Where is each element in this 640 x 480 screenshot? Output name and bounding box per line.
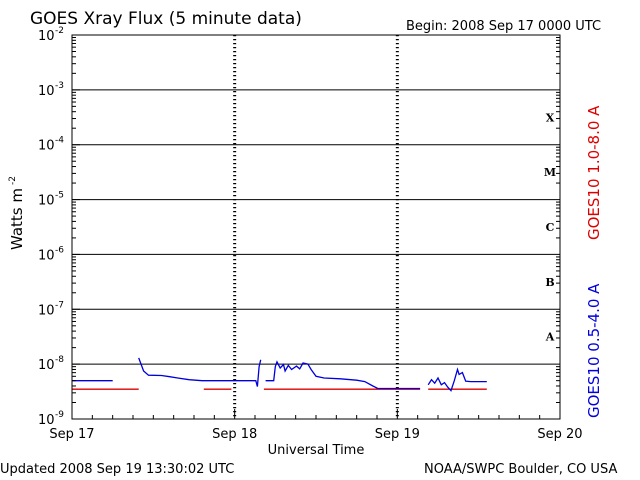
y-tick-base: 10 bbox=[38, 194, 55, 209]
x-tick-label: Sep 20 bbox=[537, 427, 582, 442]
flare-class-x: X bbox=[546, 111, 555, 124]
y-tick-base: 10 bbox=[38, 29, 55, 44]
x-axis-label: Universal Time bbox=[268, 443, 365, 458]
y-tick-exponent: -8 bbox=[55, 355, 64, 365]
chart-title: GOES Xray Flux (5 minute data) bbox=[30, 9, 302, 29]
y-axis-label: Watts m -2 bbox=[8, 176, 26, 250]
y-tick-exponent: -2 bbox=[55, 26, 64, 36]
y-tick-exponent: -6 bbox=[55, 245, 64, 255]
begin-date: Begin: 2008 Sep 17 0000 UTC bbox=[406, 19, 601, 34]
y-axis-label-exp: -2 bbox=[8, 176, 18, 185]
y-tick-label: 10 -9 bbox=[38, 410, 64, 428]
y-tick-label: 10 -3 bbox=[38, 81, 64, 99]
y-tick-label: 10 -2 bbox=[38, 26, 64, 44]
y-tick-base: 10 bbox=[38, 358, 55, 373]
y-tick-base: 10 bbox=[38, 248, 55, 263]
flare-class-c: C bbox=[546, 221, 555, 234]
y-tick-label: 10 -8 bbox=[38, 355, 64, 373]
y-tick-label: 10 -7 bbox=[38, 300, 64, 318]
updated-timestamp: Updated 2008 Sep 19 13:30:02 UTC bbox=[0, 462, 234, 477]
y-tick-base: 10 bbox=[38, 84, 55, 99]
y-tick-base: 10 bbox=[38, 303, 55, 318]
series-1 bbox=[72, 357, 487, 392]
flare-class-labels: A B C M X bbox=[544, 111, 556, 343]
y-tick-label: 10 -4 bbox=[38, 136, 64, 154]
y-tick-exponent: -7 bbox=[55, 300, 64, 310]
flare-class-b: B bbox=[545, 276, 554, 289]
flare-class-a: A bbox=[545, 331, 555, 344]
x-ticks: Sep 17 Sep 18 Sep 19 Sep 20 bbox=[49, 409, 583, 442]
series-line-segment bbox=[138, 357, 262, 387]
y-tick-exponent: -3 bbox=[55, 81, 64, 91]
legend-goes10-short: GOES10 0.5-4.0 A bbox=[585, 283, 603, 418]
y-ticks: 10-910-810-710-610-510-410-310-2 bbox=[38, 26, 560, 428]
y-tick-exponent: -4 bbox=[55, 136, 64, 146]
y-tick-exponent: -9 bbox=[55, 410, 64, 420]
series-line-segment bbox=[265, 360, 421, 390]
legend-goes10-long: GOES10 1.0-8.0 A bbox=[585, 105, 603, 240]
y-tick-label: 10 -5 bbox=[38, 191, 64, 209]
x-tick-label: Sep 19 bbox=[375, 427, 420, 442]
flare-class-m: M bbox=[544, 166, 556, 179]
grid bbox=[72, 35, 560, 419]
series-line-segment bbox=[427, 367, 487, 392]
x-tick-label: Sep 18 bbox=[212, 427, 257, 442]
y-tick-label: 10 -6 bbox=[38, 245, 64, 263]
plot-frame bbox=[71, 34, 561, 420]
y-axis-label-base: Watts m bbox=[8, 188, 26, 250]
series-layer bbox=[72, 357, 487, 392]
x-tick-label: Sep 17 bbox=[49, 427, 94, 442]
y-tick-base: 10 bbox=[38, 413, 55, 428]
credit-text: NOAA/SWPC Boulder, CO USA bbox=[424, 462, 617, 477]
y-tick-exponent: -5 bbox=[55, 191, 64, 201]
y-tick-base: 10 bbox=[38, 139, 55, 154]
